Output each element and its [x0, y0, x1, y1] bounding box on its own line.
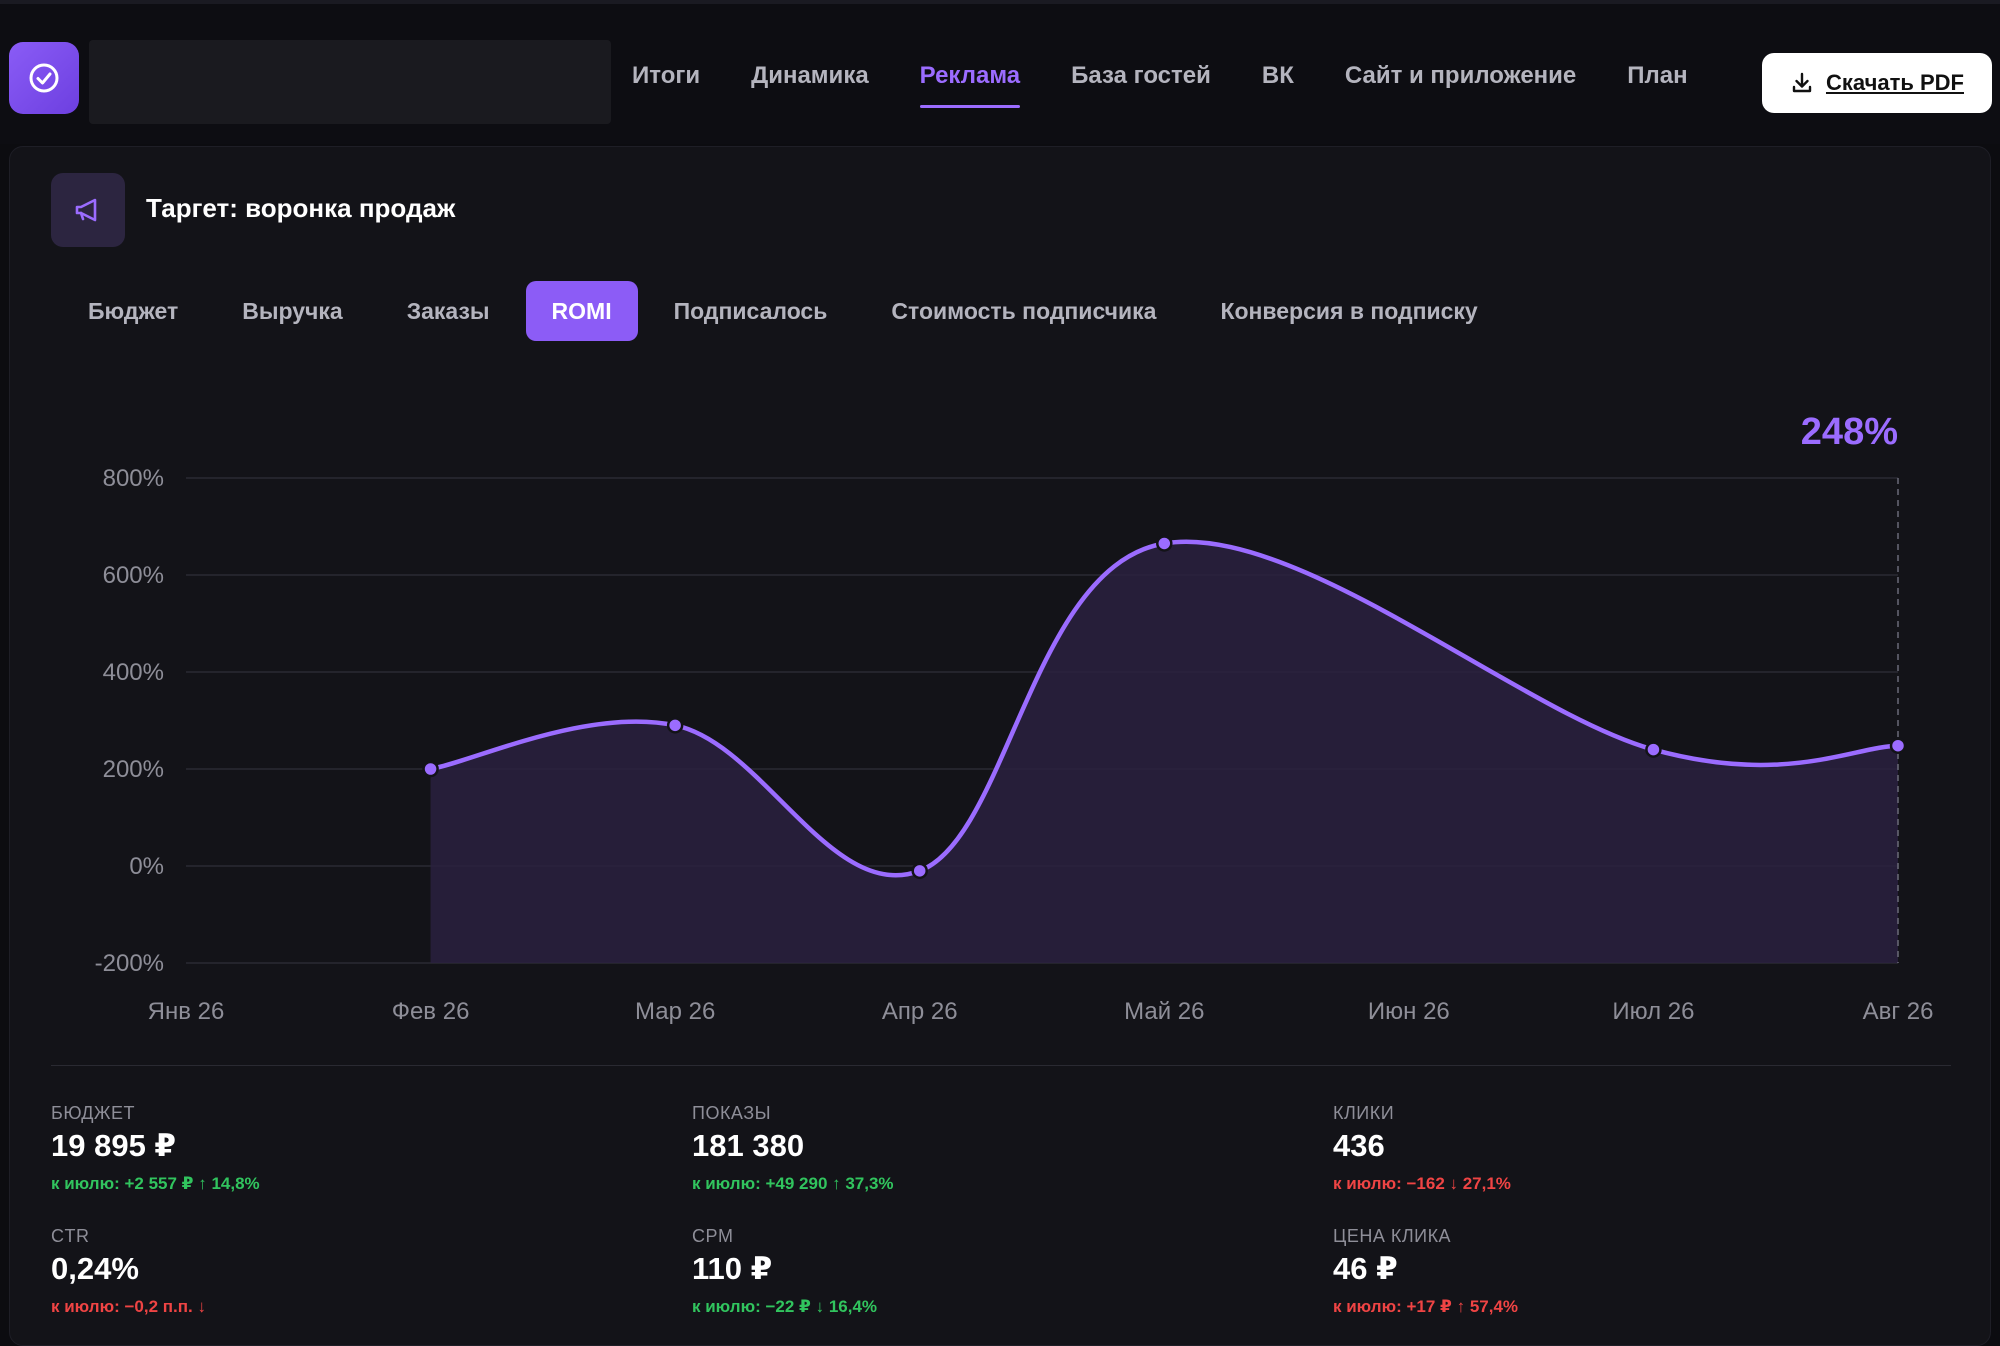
metric-value: 110 ₽ [692, 1251, 773, 1286]
tab-subscribed[interactable]: Подписалось [673, 297, 828, 324]
nav-item-dinamika[interactable]: Динамика [751, 62, 869, 89]
metric-delta: к июлю: +2 557 ₽ ↑ 14,8% [51, 1174, 260, 1193]
metric-клики: КЛИКИ 436 к июлю: −162 ↓ 27,1% [1333, 1103, 1511, 1194]
metrics-divider [51, 1065, 1951, 1066]
data-point [1645, 741, 1662, 758]
download-pdf-button[interactable]: Скачать PDF [1762, 53, 1992, 113]
metric-показы: ПОКАЗЫ 181 380 к июлю: +49 290 ↑ 37,3% [692, 1103, 894, 1194]
main-nav: Итоги Динамика Реклама База гостей ВК Са… [632, 56, 1739, 108]
metric-label: КЛИКИ [1333, 1103, 1395, 1123]
tab-subscriber-cost[interactable]: Стоимость подписчика [891, 297, 1157, 324]
metric-tabs: Бюджет Выручка Заказы ROMI Подписалось С… [60, 281, 1514, 341]
tab-romi[interactable]: ROMI [525, 281, 638, 341]
metric-label: CTR [51, 1226, 90, 1246]
metric-label: CPM [692, 1226, 734, 1246]
romi-chart: 800% 600% 400% 200% 0% -200% Янв 26 Фев 26 Мар 2… [95, 411, 1934, 1025]
metric-value: 46 ₽ [1333, 1251, 1398, 1286]
metric-delta: к июлю: −22 ₽ ↓ 16,4% [692, 1297, 878, 1316]
download-pdf-label: Скачать PDF [1825, 70, 1964, 95]
venue-selector-field[interactable] [89, 40, 611, 124]
metric-delta: к июлю: −0,2 п.п. ↓ [51, 1297, 206, 1316]
metric-label: БЮДЖЕТ [51, 1103, 136, 1123]
metric-value: 181 380 [692, 1128, 805, 1163]
metric-бюджет: БЮДЖЕТ 19 895 ₽ к июлю: +2 557 ₽ ↑ 14,8% [51, 1103, 260, 1194]
download-icon [1792, 72, 1812, 93]
x-tick-label: Авг 26 [1863, 998, 1934, 1025]
metric-label: ПОКАЗЫ [692, 1103, 772, 1123]
app-logo[interactable] [9, 42, 79, 114]
data-point [1889, 737, 1907, 754]
metric-value: 0,24% [51, 1251, 139, 1286]
data-point [666, 717, 684, 734]
data-point [911, 862, 928, 880]
x-tick-label: Июл 26 [1612, 998, 1694, 1025]
metric-delta: к июлю: +17 ₽ ↑ 57,4% [1333, 1297, 1519, 1316]
tab-revenue[interactable]: Выручка [242, 297, 343, 324]
top-navbar: Итоги Динамика Реклама База гостей ВК Са… [0, 4, 2000, 144]
x-tick-label: Мар 26 [635, 998, 715, 1025]
x-tick-label: Фев 26 [392, 998, 470, 1025]
x-tick-label: Июн 26 [1368, 998, 1450, 1025]
metric-cpm: CPM 110 ₽ к июлю: −22 ₽ ↓ 16,4% [692, 1226, 877, 1317]
metric-delta: к июлю: −162 ↓ 27,1% [1333, 1174, 1511, 1193]
megaphone-icon [51, 173, 125, 247]
y-tick-label: 400% [103, 659, 164, 686]
x-tick-label: Янв 26 [148, 998, 225, 1025]
x-tick-label: Апр 26 [882, 998, 958, 1025]
check-circle-icon [29, 63, 59, 93]
card-title: Таргет: воронка продаж [146, 193, 456, 223]
y-tick-label: 0% [129, 853, 164, 880]
tab-orders[interactable]: Заказы [406, 297, 490, 324]
nav-item-vk[interactable]: ВК [1261, 62, 1294, 89]
data-point [422, 760, 439, 778]
data-point [1156, 535, 1173, 552]
metric-delta: к июлю: +49 290 ↑ 37,3% [692, 1174, 894, 1193]
nav-item-baza-gostey[interactable]: База гостей [1071, 62, 1211, 89]
metric-label: ЦЕНА КЛИКА [1333, 1226, 1452, 1246]
window-top-strip [0, 0, 2000, 4]
tab-budget[interactable]: Бюджет [88, 297, 179, 324]
metric-ctr: CTR 0,24% к июлю: −0,2 п.п. ↓ [51, 1226, 206, 1317]
romi-area [430, 541, 1899, 963]
metric-цена-клика: ЦЕНА КЛИКА 46 ₽ к июлю: +17 ₽ ↑ 57,4% [1333, 1226, 1518, 1317]
target-funnel-card: Таргет: воронка продаж Бюджет Выручка За… [9, 146, 1991, 1346]
nav-item-plan[interactable]: План [1627, 62, 1688, 89]
nav-item-itogi[interactable]: Итоги [632, 62, 701, 89]
current-value-label: 248% [1801, 411, 1898, 453]
metric-value: 19 895 ₽ [51, 1128, 176, 1163]
tab-subscription-conversion[interactable]: Конверсия в подписку [1220, 297, 1478, 324]
y-tick-label: 200% [103, 756, 164, 783]
nav-item-sayt[interactable]: Сайт и приложение [1344, 62, 1577, 89]
x-tick-label: Май 26 [1124, 998, 1204, 1025]
metric-value: 436 [1333, 1128, 1385, 1163]
y-tick-label: -200% [95, 950, 164, 977]
y-tick-label: 800% [103, 465, 164, 492]
y-tick-label: 600% [103, 562, 164, 589]
nav-item-reklama[interactable]: Реклама [919, 56, 1021, 108]
